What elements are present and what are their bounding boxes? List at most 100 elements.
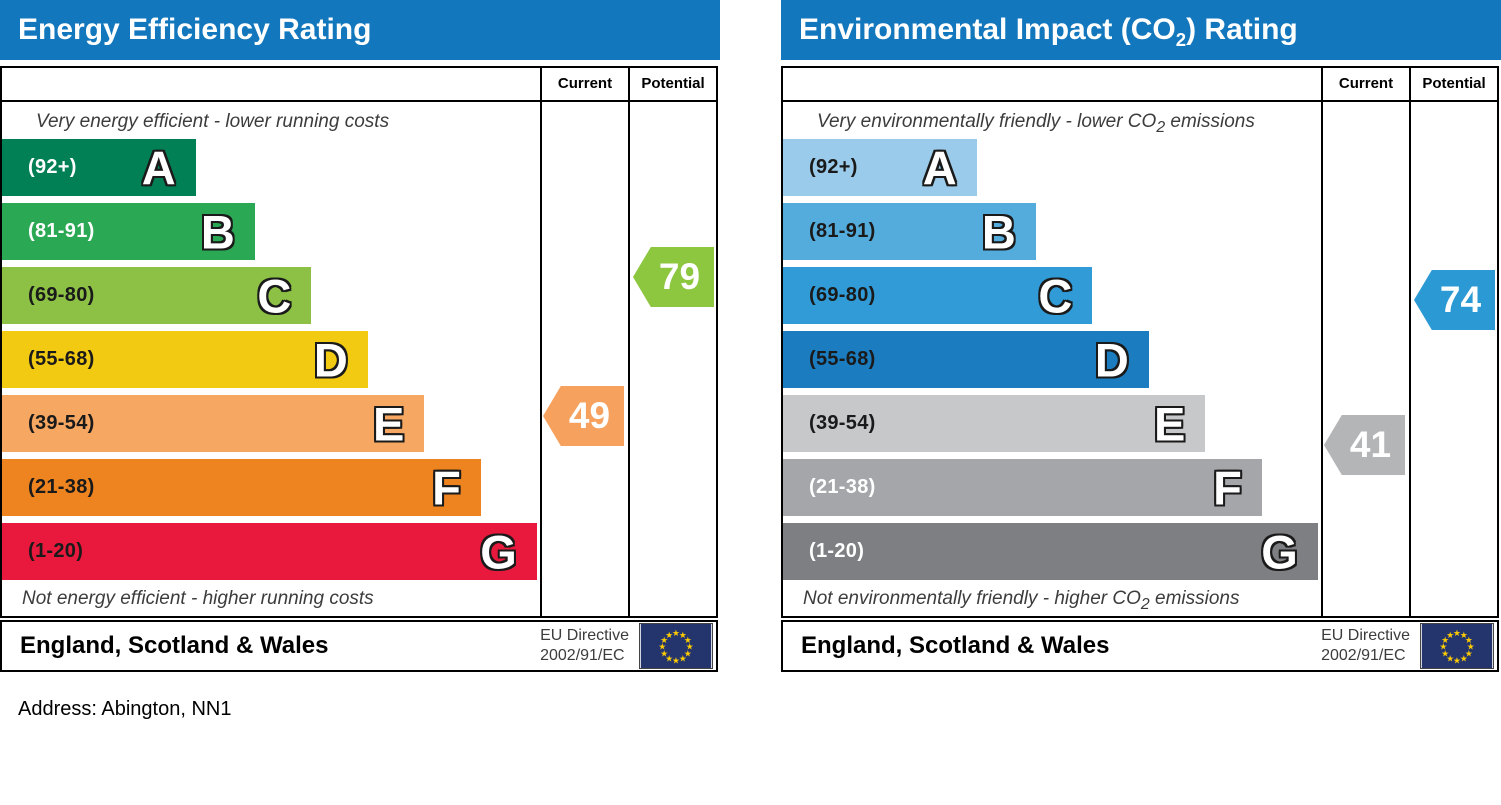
eu-directive-label: EU Directive 2002/91/EC xyxy=(540,626,629,666)
svg-text:★: ★ xyxy=(672,656,680,666)
bands-area: Very environmentally friendly - lower CO… xyxy=(783,102,1321,616)
chart-footer: England, Scotland & Wales EU Directive 2… xyxy=(781,620,1499,672)
top-caption: Very energy efficient - lower running co… xyxy=(2,111,540,133)
svg-text:★: ★ xyxy=(679,631,687,641)
band-letter: A xyxy=(141,141,176,194)
band-letter: F xyxy=(1213,461,1242,514)
directive-line2: 2002/91/EC xyxy=(540,647,625,664)
rating-table: Very energy efficient - lower running co… xyxy=(0,66,718,618)
svg-text:★: ★ xyxy=(684,636,692,646)
potential-column-header: Potential xyxy=(1411,68,1497,102)
title-subscript: 2 xyxy=(1175,29,1187,50)
bottom-caption: Not environmentally friendly - higher CO… xyxy=(783,588,1240,612)
region-label: England, Scotland & Wales xyxy=(20,632,329,659)
band-list: (92+) A (81-91) B (69-80) C (55-68) D (39-54… xyxy=(783,139,1321,587)
caption-text-end: emissions xyxy=(1165,111,1255,132)
svg-text:★: ★ xyxy=(1439,643,1447,653)
rating-table: Very environmentally friendly - lower CO… xyxy=(781,66,1499,618)
band-letter: G xyxy=(1261,525,1298,578)
title-text: Environmental Impact (CO xyxy=(799,13,1176,46)
band-letter: C xyxy=(1038,269,1073,322)
band-b: (81-91) B xyxy=(783,203,1036,260)
band-range-label: (39-54) xyxy=(809,412,876,434)
svg-text:★: ★ xyxy=(1465,636,1473,646)
band-range-label: (69-80) xyxy=(809,284,876,306)
svg-text:★: ★ xyxy=(672,629,680,639)
potential-column: Potential xyxy=(1411,68,1497,616)
band-d: (55-68) D xyxy=(2,331,368,388)
band-b: (81-91) B xyxy=(2,203,255,260)
band-range-label: (92+) xyxy=(809,156,858,178)
svg-text:★: ★ xyxy=(660,649,668,659)
directive-line1: EU Directive xyxy=(540,627,629,644)
caption-subscript: 2 xyxy=(1156,118,1166,136)
environmental-impact-chart: Environmental Impact (CO2) Rating Very e… xyxy=(781,0,1501,672)
caption-text: Very energy efficient - lower running co… xyxy=(36,111,390,132)
svg-text:★: ★ xyxy=(1460,654,1468,664)
band-letter: A xyxy=(922,141,957,194)
band-letter: E xyxy=(372,397,405,450)
directive-line1: EU Directive xyxy=(1321,627,1410,644)
svg-text:★: ★ xyxy=(684,649,692,659)
svg-text:★: ★ xyxy=(1453,629,1461,639)
svg-text:★: ★ xyxy=(1453,656,1461,666)
svg-text:★: ★ xyxy=(1441,636,1449,646)
current-column-header: Current xyxy=(542,68,628,102)
bands-column: Very energy efficient - lower running co… xyxy=(2,68,542,616)
potential-column-header: Potential xyxy=(630,68,716,102)
svg-text:★: ★ xyxy=(665,631,673,641)
svg-text:★: ★ xyxy=(658,643,666,653)
svg-text:★: ★ xyxy=(665,654,673,664)
band-letter: B xyxy=(200,205,235,258)
energy-efficiency-chart: Energy Efficiency Rating Very energy eff… xyxy=(0,0,720,672)
potential-rating-arrow: 79 xyxy=(633,247,714,307)
band-letter: C xyxy=(257,269,292,322)
band-range-label: (81-91) xyxy=(28,220,95,242)
title-text-end: ) Rating xyxy=(1186,13,1298,46)
eu-directive-label: EU Directive 2002/91/EC xyxy=(1321,626,1410,666)
band-d: (55-68) D xyxy=(783,331,1149,388)
band-letter: D xyxy=(1094,333,1129,386)
caption-text: Not environmentally friendly - higher CO xyxy=(803,588,1141,609)
svg-text:★: ★ xyxy=(1465,649,1473,659)
current-rating-value: 41 xyxy=(1349,424,1392,465)
caption-text: Not energy efficient - higher running co… xyxy=(22,588,374,609)
bands-column-header xyxy=(2,68,540,102)
band-f: (21-38) F xyxy=(783,459,1262,516)
band-range-label: (55-68) xyxy=(28,348,95,370)
directive-line2: 2002/91/EC xyxy=(1321,647,1406,664)
region-label: England, Scotland & Wales xyxy=(801,632,1110,659)
band-range-label: (55-68) xyxy=(809,348,876,370)
band-c: (69-80) C xyxy=(2,267,312,324)
current-rating-arrow: 41 xyxy=(1324,415,1405,475)
energy-chart-title: Energy Efficiency Rating xyxy=(0,0,720,60)
bands-column: Very environmentally friendly - lower CO… xyxy=(783,68,1323,616)
current-column-header: Current xyxy=(1323,68,1409,102)
band-g: (1-20) G xyxy=(2,523,537,580)
current-column: Current xyxy=(1323,68,1411,616)
band-letter: B xyxy=(981,205,1016,258)
band-range-label: (21-38) xyxy=(28,476,95,498)
potential-rating-arrow: 74 xyxy=(1414,270,1495,330)
svg-text:★: ★ xyxy=(1460,631,1468,641)
band-letter: E xyxy=(1153,397,1186,450)
chart-footer: England, Scotland & Wales EU Directive 2… xyxy=(0,620,718,672)
property-address: Address: Abington, NN1 xyxy=(18,698,232,720)
potential-column: Potential xyxy=(630,68,716,616)
caption-text-end: emissions xyxy=(1149,588,1240,609)
band-range-label: (81-91) xyxy=(809,220,876,242)
svg-text:★: ★ xyxy=(1441,649,1449,659)
band-letter: F xyxy=(432,461,461,514)
band-range-label: (92+) xyxy=(28,156,77,178)
band-a: (92+) A xyxy=(2,139,196,196)
band-g: (1-20) G xyxy=(783,523,1318,580)
band-range-label: (39-54) xyxy=(28,412,95,434)
svg-text:★: ★ xyxy=(660,636,668,646)
eu-flag-icon: ★★★★★★★★★★★★ xyxy=(639,623,713,669)
bands-column-header xyxy=(783,68,1321,102)
band-e: (39-54) E xyxy=(2,395,425,452)
svg-text:★: ★ xyxy=(1446,654,1454,664)
bands-area: Very energy efficient - lower running co… xyxy=(2,102,540,616)
eu-flag-icon: ★★★★★★★★★★★★ xyxy=(1420,623,1494,669)
band-range-label: (21-38) xyxy=(809,476,876,498)
